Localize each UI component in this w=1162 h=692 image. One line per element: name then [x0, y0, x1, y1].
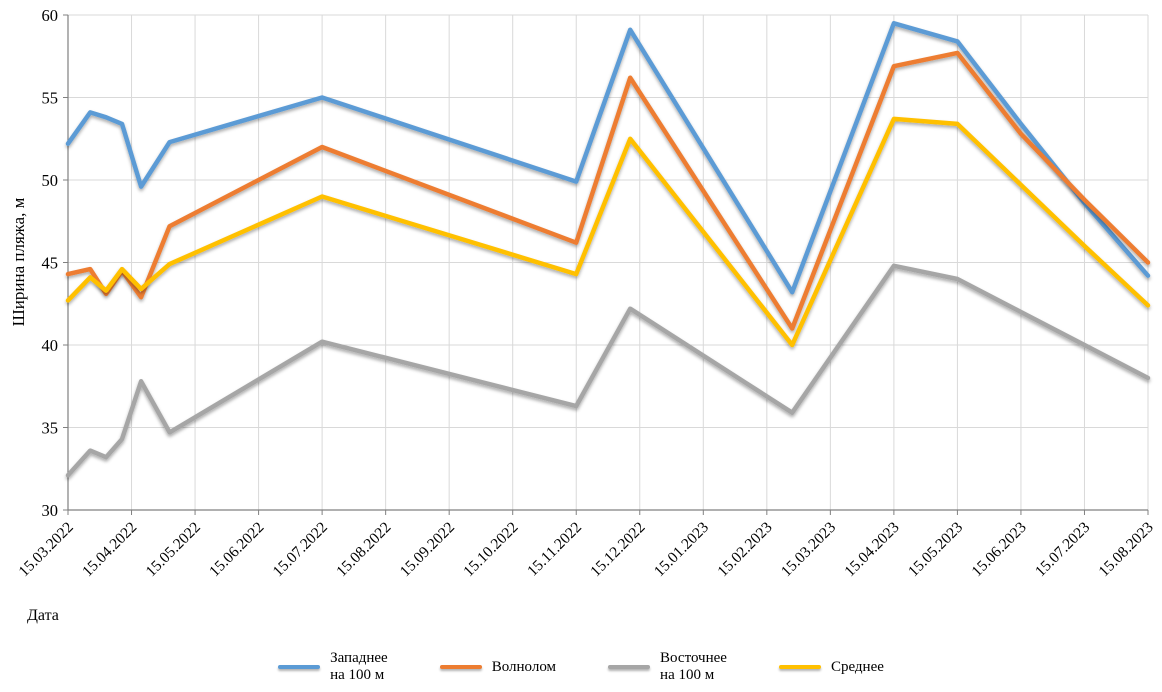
x-tick-label: 15.07.2023 — [1032, 519, 1094, 581]
y-tick-label: 60 — [42, 6, 59, 25]
y-tick-label: 50 — [42, 171, 59, 190]
legend: Западнее на 100 м Волнолом Восточнее на 100 … — [0, 650, 1162, 684]
series-line-west100 — [65, 21, 1151, 295]
x-tick-label: 15.07.2022 — [270, 519, 331, 580]
series-line-average — [65, 116, 1151, 348]
y-tick-label: 40 — [42, 336, 59, 355]
y-tick-label: 35 — [42, 419, 59, 438]
x-tick-label: 15.08.2022 — [333, 519, 394, 580]
x-tick-label: 15.03.2022 — [15, 519, 76, 580]
y-tick-label: 45 — [42, 254, 59, 273]
x-tick-label: 15.08.2023 — [1095, 519, 1157, 581]
legend-label-east100: Восточнее на 100 м — [660, 650, 727, 684]
legend-swatch-east100 — [608, 664, 651, 670]
legend-swatch-breakwater — [439, 664, 482, 670]
x-tick-label: 15.06.2023 — [968, 519, 1030, 581]
legend-swatch-average — [778, 664, 821, 670]
x-tick-label: 15.02.2023 — [714, 519, 776, 581]
y-tick-label: 30 — [42, 501, 59, 520]
x-axis-title: Дата — [27, 607, 59, 624]
legend-item-east100: Восточнее на 100 м — [608, 650, 727, 684]
legend-label-average: Среднее — [830, 658, 884, 675]
legend-item-breakwater: Волнолом — [439, 658, 557, 676]
y-axis-title: Ширина пляжа, м — [9, 197, 28, 327]
x-tick-label: 15.11.2022 — [524, 519, 585, 580]
legend-item-west100: Западнее на 100 м — [278, 650, 388, 684]
x-tick-label: 15.12.2022 — [587, 519, 648, 580]
legend-swatch-west100 — [278, 664, 321, 670]
x-tick-label: 15.04.2022 — [79, 519, 140, 580]
x-tick-label: 15.05.2022 — [143, 519, 204, 580]
series-line-east100 — [65, 263, 1151, 478]
legend-item-average: Среднее — [778, 658, 884, 676]
legend-label-breakwater: Волнолом — [491, 658, 557, 675]
legend-label-west100: Западнее на 100 м — [330, 650, 388, 684]
x-tick-label: 15.03.2023 — [778, 519, 840, 581]
x-tick-label: 15.01.2023 — [651, 519, 713, 581]
x-tick-label: 15.09.2022 — [397, 519, 458, 580]
y-tick-label: 55 — [42, 89, 59, 108]
x-tick-label: 15.06.2022 — [206, 519, 267, 580]
x-tick-label: 15.05.2023 — [905, 519, 967, 581]
x-tick-label: 15.10.2022 — [460, 519, 521, 580]
x-tick-label: 15.04.2023 — [841, 519, 903, 581]
